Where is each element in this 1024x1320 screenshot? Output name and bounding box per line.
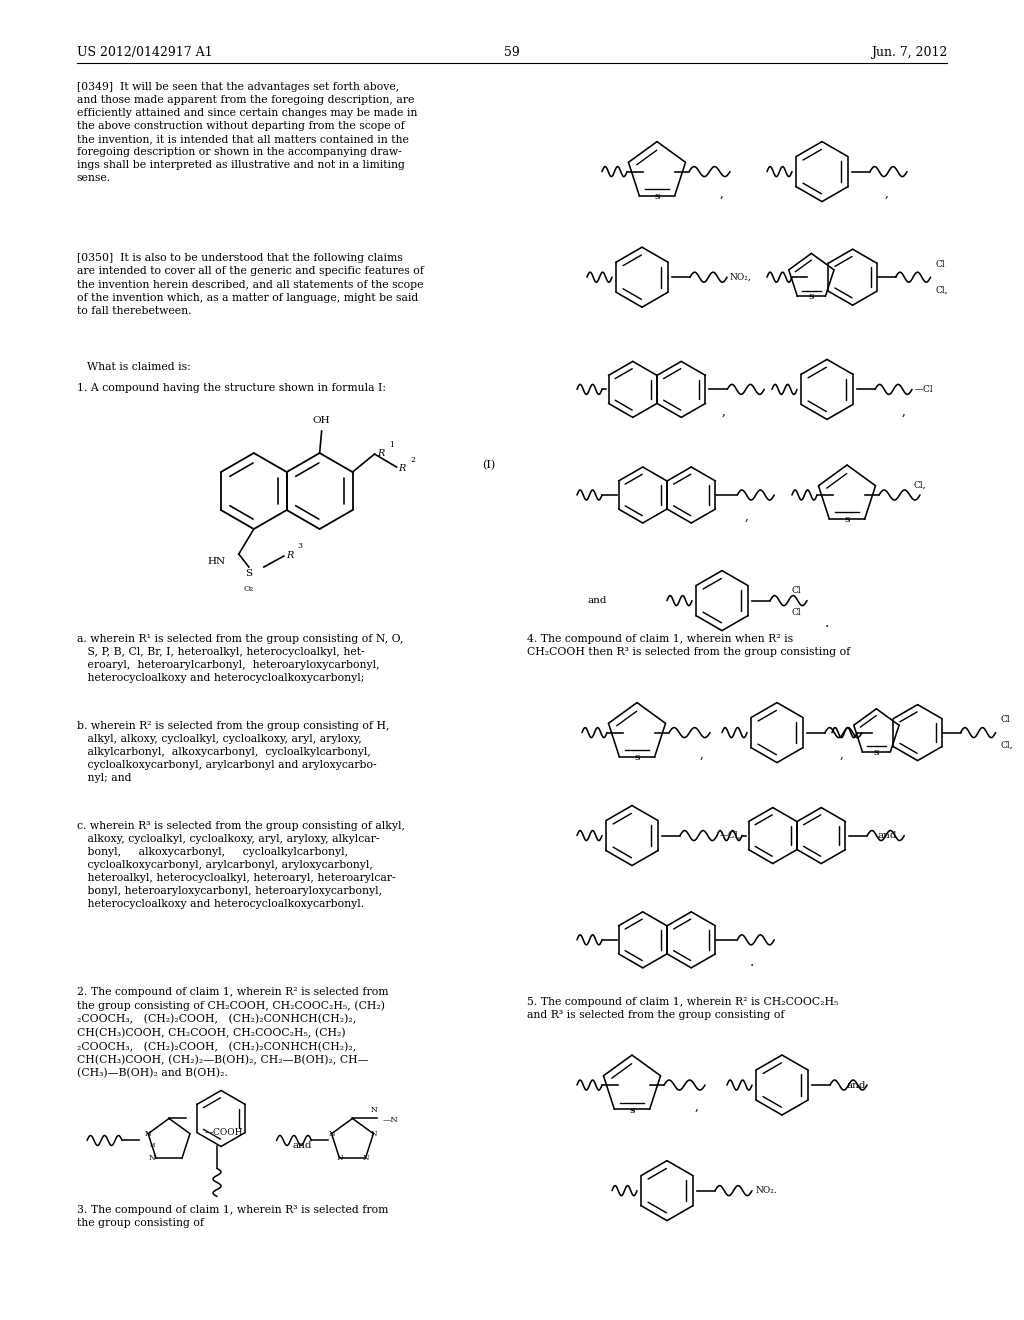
Text: 59: 59 xyxy=(504,46,520,59)
Text: [0350]  It is also to be understood that the following claims
are intended to co: [0350] It is also to be understood that … xyxy=(77,253,424,315)
Text: S: S xyxy=(844,516,850,524)
Text: 3: 3 xyxy=(298,543,303,550)
Text: a. wherein R¹ is selected from the group consisting of N, O,
   S, P, B, Cl, Br,: a. wherein R¹ is selected from the group… xyxy=(77,634,403,682)
Text: Cl,: Cl, xyxy=(936,285,948,294)
Text: US 2012/0142917 A1: US 2012/0142917 A1 xyxy=(77,46,212,59)
Text: 5. The compound of claim 1, wherein R² is CH₂COOC₂H₅
and R³ is selected from the: 5. The compound of claim 1, wherein R² i… xyxy=(527,997,839,1019)
Text: N: N xyxy=(371,1106,377,1114)
Text: N: N xyxy=(362,1154,369,1163)
Text: Cl: Cl xyxy=(1000,715,1011,725)
Text: —N: —N xyxy=(383,1117,398,1125)
Text: and: and xyxy=(847,1081,866,1089)
Text: N: N xyxy=(144,1130,152,1138)
Text: What is claimed is:: What is claimed is: xyxy=(87,362,190,372)
Text: R: R xyxy=(398,463,406,473)
Text: ,: , xyxy=(840,747,844,760)
Text: c. wherein R³ is selected from the group consisting of alkyl,
   alkoxy, cycloal: c. wherein R³ is selected from the group… xyxy=(77,821,404,909)
Text: 2: 2 xyxy=(411,455,416,465)
Text: b. wherein R² is selected from the group consisting of H,
   alkyl, alkoxy, cycl: b. wherein R² is selected from the group… xyxy=(77,721,389,783)
Text: [0349]  It will be seen that the advantages set forth above,
and those made appa: [0349] It will be seen that the advantag… xyxy=(77,82,417,183)
Text: S: S xyxy=(634,754,640,762)
Text: 1: 1 xyxy=(389,441,394,449)
Text: and: and xyxy=(587,597,606,605)
Text: O₂: O₂ xyxy=(244,585,254,593)
Text: Cl: Cl xyxy=(792,609,802,618)
Text: S: S xyxy=(654,193,659,201)
Text: —Cl: —Cl xyxy=(915,385,934,393)
Text: —Cl,: —Cl, xyxy=(720,832,741,840)
Text: 1. A compound having the structure shown in formula I:: 1. A compound having the structure shown… xyxy=(77,383,386,393)
Text: Cl,: Cl, xyxy=(1000,741,1013,750)
Text: S: S xyxy=(630,1106,635,1114)
Text: ,: , xyxy=(700,747,703,760)
Text: ,: , xyxy=(885,186,889,199)
Text: OH: OH xyxy=(312,416,331,425)
Text: ,: , xyxy=(745,510,749,523)
Text: and: and xyxy=(877,832,896,840)
Text: N: N xyxy=(148,1154,156,1163)
Text: .: . xyxy=(825,615,829,630)
Text: ,: , xyxy=(902,404,906,417)
Text: Jun. 7, 2012: Jun. 7, 2012 xyxy=(870,46,947,59)
Text: ,: , xyxy=(722,404,726,417)
Text: (I): (I) xyxy=(482,459,496,470)
Text: NO₂,: NO₂, xyxy=(730,273,752,281)
Text: R: R xyxy=(378,449,385,458)
Text: N: N xyxy=(329,1130,335,1138)
Text: Cl: Cl xyxy=(792,586,802,595)
Text: —COOH: —COOH xyxy=(205,1129,244,1137)
Text: S: S xyxy=(246,569,252,578)
Text: ,: , xyxy=(695,1100,699,1113)
Text: .: . xyxy=(750,954,754,969)
Text: N: N xyxy=(336,1154,343,1163)
Text: S: S xyxy=(809,293,814,301)
Text: N: N xyxy=(371,1130,377,1138)
Text: R: R xyxy=(286,550,293,560)
Text: NO₂.: NO₂. xyxy=(755,1187,777,1195)
Text: 3. The compound of claim 1, wherein R³ is selected from
the group consisting of: 3. The compound of claim 1, wherein R³ i… xyxy=(77,1205,388,1228)
Text: Cl: Cl xyxy=(936,260,945,269)
Text: Cl,: Cl, xyxy=(914,480,927,490)
Text: S: S xyxy=(873,748,880,756)
Text: ,: , xyxy=(720,186,724,199)
Text: H: H xyxy=(150,1143,155,1148)
Text: and: and xyxy=(292,1140,311,1150)
Text: 2. The compound of claim 1, wherein R² is selected from
the group consisting of : 2. The compound of claim 1, wherein R² i… xyxy=(77,987,388,1078)
Text: 4. The compound of claim 1, wherein when R² is
CH₂COOH then R³ is selected from : 4. The compound of claim 1, wherein when… xyxy=(527,634,850,656)
Text: HN: HN xyxy=(208,557,226,566)
